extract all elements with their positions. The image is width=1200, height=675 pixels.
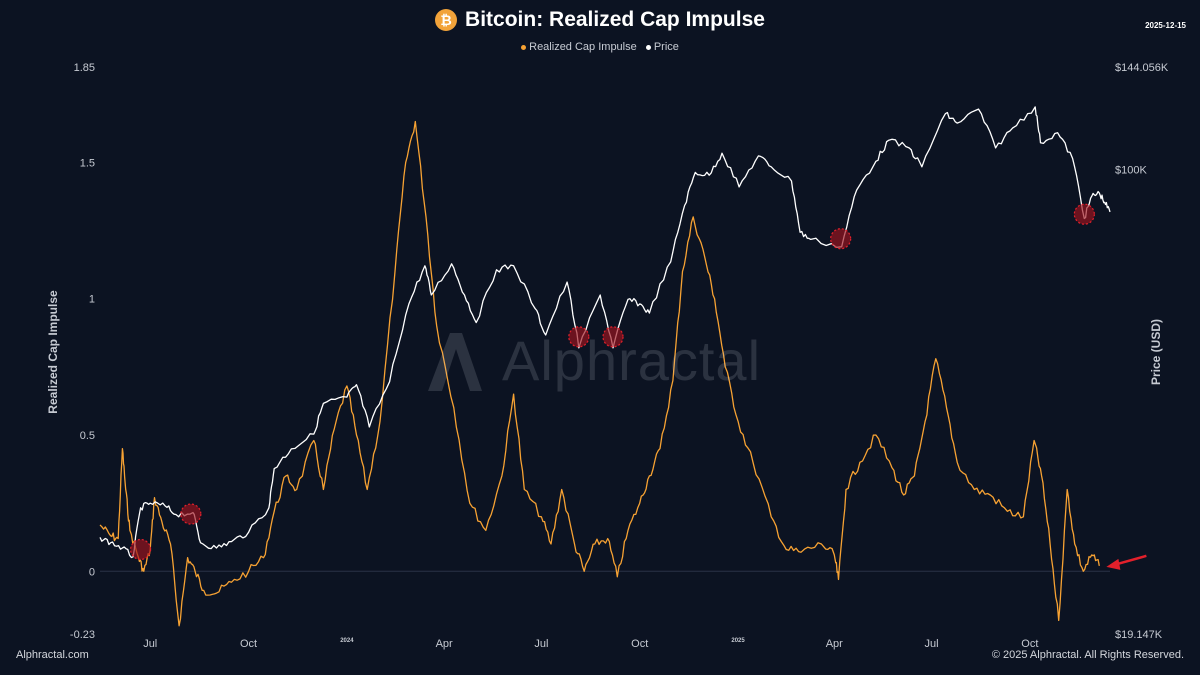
right-tick-label: $19.147K (1115, 629, 1163, 641)
footer-site: Alphractal.com (16, 649, 89, 661)
chart-legend: Realized Cap Impulse Price (0, 41, 1200, 53)
left-tick-label: 1.85 (74, 62, 95, 74)
bitcoin-icon: ₿ (435, 9, 458, 31)
left-tick-label: 0 (89, 566, 95, 578)
left-axis: 1.85 1.5 1 0.5 0 -0.23 (70, 62, 95, 641)
right-axis: $144.056K $100K $19.147K (1115, 62, 1169, 641)
x-tick-label: Apr (826, 638, 843, 650)
x-axis: Jul Oct 2024 Apr Jul Oct 2025 Apr Jul Oct (143, 638, 1038, 650)
legend-item-impulse[interactable]: Realized Cap Impulse (521, 41, 637, 53)
x-tick-label: Oct (631, 638, 648, 650)
left-tick-label: 1 (89, 294, 95, 306)
arrow-head (1106, 558, 1121, 570)
x-tick-label: Jul (143, 638, 157, 650)
annotation-layer (130, 203, 1147, 570)
y-axis-left-label: Realized Cap Impulse (46, 290, 60, 414)
price-series-line (99, 106, 1111, 559)
left-tick-label: -0.23 (70, 629, 95, 641)
chart-title-text: Bitcoin: Realized Cap Impulse (465, 8, 765, 31)
legend-swatch-price (645, 44, 651, 50)
left-tick-label: 0.5 (80, 430, 95, 442)
left-tick-label: 1.5 (80, 157, 95, 169)
highlight-circle (568, 326, 590, 348)
x-tick-label: Oct (1021, 638, 1038, 650)
x-tick-label: Apr (436, 638, 453, 650)
arrow-shaft (1114, 554, 1147, 567)
legend-label-price: Price (653, 41, 679, 53)
x-tick-label: Jul (534, 638, 548, 650)
legend-swatch-impulse (521, 44, 527, 50)
x-tick-label: Oct (240, 638, 257, 650)
impulse-series-line (99, 120, 1100, 627)
y-axis-right-label: Price (USD) (1149, 319, 1163, 385)
chart-date: 2025-12-15 (1145, 21, 1186, 30)
legend-item-price[interactable]: Price (645, 41, 679, 53)
right-tick-label: $144.056K (1115, 62, 1169, 74)
highlight-circle (830, 228, 852, 250)
right-tick-label: $100K (1115, 165, 1147, 177)
series-layer (99, 106, 1111, 627)
footer-copyright: © 2025 Alphractal. All Rights Reserved. (991, 649, 1184, 661)
highlight-circle (180, 503, 202, 525)
chart-title: ₿ Bitcoin: Realized Cap Impulse (0, 8, 1200, 32)
x-tick-label: 2024 (340, 638, 354, 644)
highlight-circle (1073, 203, 1095, 225)
legend-label-impulse: Realized Cap Impulse (529, 41, 637, 53)
highlight-circle (602, 326, 624, 348)
highlight-circle (130, 538, 152, 561)
x-tick-label: 2025 (731, 638, 745, 644)
x-tick-label: Jul (924, 638, 938, 650)
